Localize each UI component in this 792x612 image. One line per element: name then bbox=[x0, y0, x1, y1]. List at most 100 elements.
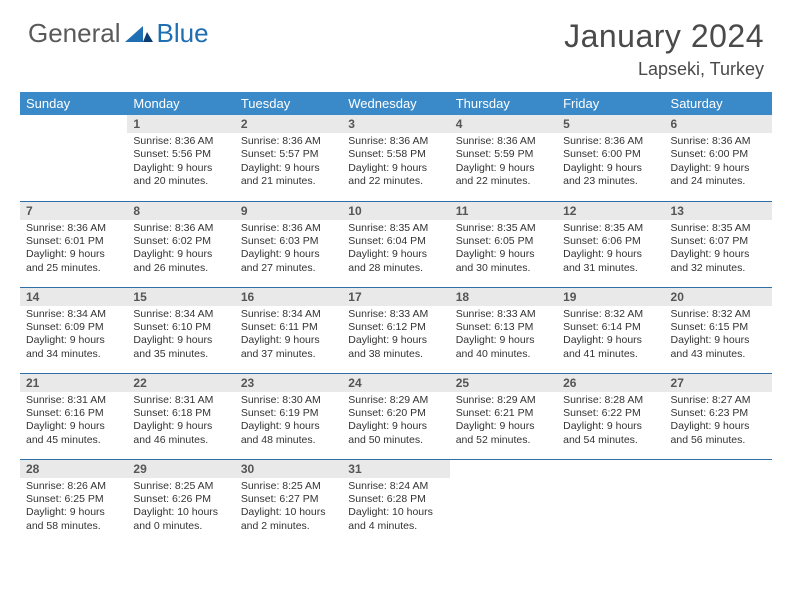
calendar-day-cell: 6Sunrise: 8:36 AMSunset: 6:00 PMDaylight… bbox=[665, 115, 772, 201]
day-detail-line: Daylight: 9 hours bbox=[241, 334, 336, 347]
day-detail-line: and 20 minutes. bbox=[133, 175, 228, 188]
brand-word-1: General bbox=[28, 18, 121, 49]
day-number: 24 bbox=[342, 374, 449, 392]
day-detail-line: and 26 minutes. bbox=[133, 262, 228, 275]
calendar-day-cell: 12Sunrise: 8:35 AMSunset: 6:06 PMDayligh… bbox=[557, 201, 664, 287]
day-details: Sunrise: 8:32 AMSunset: 6:14 PMDaylight:… bbox=[557, 306, 664, 366]
month-title: January 2024 bbox=[564, 18, 764, 55]
calendar-day-cell: 5Sunrise: 8:36 AMSunset: 6:00 PMDaylight… bbox=[557, 115, 664, 201]
weekday-header-row: Sunday Monday Tuesday Wednesday Thursday… bbox=[20, 92, 772, 115]
day-details: Sunrise: 8:36 AMSunset: 6:01 PMDaylight:… bbox=[20, 220, 127, 280]
day-detail-line: and 0 minutes. bbox=[133, 520, 228, 533]
day-detail-line: Sunset: 6:11 PM bbox=[241, 321, 336, 334]
day-number: 6 bbox=[665, 115, 772, 133]
day-detail-line: Sunset: 6:12 PM bbox=[348, 321, 443, 334]
day-detail-line: Sunrise: 8:33 AM bbox=[456, 308, 551, 321]
calendar-week-row: 21Sunrise: 8:31 AMSunset: 6:16 PMDayligh… bbox=[20, 373, 772, 459]
day-detail-line: Sunset: 6:20 PM bbox=[348, 407, 443, 420]
day-detail-line: Sunset: 6:03 PM bbox=[241, 235, 336, 248]
calendar-day-cell bbox=[450, 459, 557, 545]
day-detail-line: Daylight: 9 hours bbox=[671, 334, 766, 347]
weekday-header: Saturday bbox=[665, 92, 772, 115]
day-number: 22 bbox=[127, 374, 234, 392]
day-number: 2 bbox=[235, 115, 342, 133]
day-number: 10 bbox=[342, 202, 449, 220]
calendar-week-row: 28Sunrise: 8:26 AMSunset: 6:25 PMDayligh… bbox=[20, 459, 772, 545]
day-detail-line: Sunset: 6:25 PM bbox=[26, 493, 121, 506]
day-detail-line: Daylight: 9 hours bbox=[348, 334, 443, 347]
day-detail-line: Daylight: 10 hours bbox=[241, 506, 336, 519]
day-detail-line: and 25 minutes. bbox=[26, 262, 121, 275]
day-details: Sunrise: 8:31 AMSunset: 6:18 PMDaylight:… bbox=[127, 392, 234, 452]
brand-mark-icon bbox=[125, 20, 153, 47]
day-detail-line: Sunrise: 8:32 AM bbox=[671, 308, 766, 321]
day-detail-line: and 56 minutes. bbox=[671, 434, 766, 447]
day-detail-line: Sunset: 6:27 PM bbox=[241, 493, 336, 506]
weekday-header: Sunday bbox=[20, 92, 127, 115]
day-details: Sunrise: 8:33 AMSunset: 6:12 PMDaylight:… bbox=[342, 306, 449, 366]
day-detail-line: and 23 minutes. bbox=[563, 175, 658, 188]
calendar-week-row: 14Sunrise: 8:34 AMSunset: 6:09 PMDayligh… bbox=[20, 287, 772, 373]
day-detail-line: and 27 minutes. bbox=[241, 262, 336, 275]
day-detail-line: and 32 minutes. bbox=[671, 262, 766, 275]
day-detail-line: Sunset: 6:06 PM bbox=[563, 235, 658, 248]
day-details: Sunrise: 8:35 AMSunset: 6:04 PMDaylight:… bbox=[342, 220, 449, 280]
day-detail-line: Daylight: 9 hours bbox=[456, 334, 551, 347]
day-detail-line: Sunset: 5:58 PM bbox=[348, 148, 443, 161]
day-details: Sunrise: 8:33 AMSunset: 6:13 PMDaylight:… bbox=[450, 306, 557, 366]
day-detail-line: and 21 minutes. bbox=[241, 175, 336, 188]
day-detail-line: Daylight: 9 hours bbox=[241, 162, 336, 175]
day-detail-line: Sunrise: 8:36 AM bbox=[456, 135, 551, 148]
day-detail-line: and 54 minutes. bbox=[563, 434, 658, 447]
day-detail-line: Sunset: 6:05 PM bbox=[456, 235, 551, 248]
calendar-day-cell: 30Sunrise: 8:25 AMSunset: 6:27 PMDayligh… bbox=[235, 459, 342, 545]
day-detail-line: Daylight: 9 hours bbox=[133, 162, 228, 175]
calendar-day-cell: 9Sunrise: 8:36 AMSunset: 6:03 PMDaylight… bbox=[235, 201, 342, 287]
day-details: Sunrise: 8:28 AMSunset: 6:22 PMDaylight:… bbox=[557, 392, 664, 452]
day-detail-line: Sunrise: 8:35 AM bbox=[563, 222, 658, 235]
day-details: Sunrise: 8:26 AMSunset: 6:25 PMDaylight:… bbox=[20, 478, 127, 538]
day-detail-line: and 30 minutes. bbox=[456, 262, 551, 275]
calendar-day-cell: 14Sunrise: 8:34 AMSunset: 6:09 PMDayligh… bbox=[20, 287, 127, 373]
day-detail-line: and 41 minutes. bbox=[563, 348, 658, 361]
day-number: 14 bbox=[20, 288, 127, 306]
day-detail-line: Sunset: 6:10 PM bbox=[133, 321, 228, 334]
day-detail-line: Sunset: 6:14 PM bbox=[563, 321, 658, 334]
day-detail-line: Sunset: 6:26 PM bbox=[133, 493, 228, 506]
calendar-day-cell: 15Sunrise: 8:34 AMSunset: 6:10 PMDayligh… bbox=[127, 287, 234, 373]
day-details: Sunrise: 8:36 AMSunset: 5:57 PMDaylight:… bbox=[235, 133, 342, 193]
day-detail-line: and 46 minutes. bbox=[133, 434, 228, 447]
title-block: January 2024 Lapseki, Turkey bbox=[564, 18, 764, 80]
day-detail-line: Sunrise: 8:25 AM bbox=[241, 480, 336, 493]
day-detail-line: Sunset: 6:22 PM bbox=[563, 407, 658, 420]
day-detail-line: Sunrise: 8:36 AM bbox=[26, 222, 121, 235]
weekday-header: Friday bbox=[557, 92, 664, 115]
day-detail-line: Daylight: 9 hours bbox=[26, 420, 121, 433]
calendar-day-cell: 20Sunrise: 8:32 AMSunset: 6:15 PMDayligh… bbox=[665, 287, 772, 373]
calendar-day-cell: 18Sunrise: 8:33 AMSunset: 6:13 PMDayligh… bbox=[450, 287, 557, 373]
calendar-day-cell: 3Sunrise: 8:36 AMSunset: 5:58 PMDaylight… bbox=[342, 115, 449, 201]
day-number: 17 bbox=[342, 288, 449, 306]
day-detail-line: and 22 minutes. bbox=[456, 175, 551, 188]
day-detail-line: and 40 minutes. bbox=[456, 348, 551, 361]
day-detail-line: Sunset: 6:19 PM bbox=[241, 407, 336, 420]
day-detail-line: Daylight: 9 hours bbox=[26, 334, 121, 347]
day-detail-line: and 31 minutes. bbox=[563, 262, 658, 275]
day-detail-line: and 52 minutes. bbox=[456, 434, 551, 447]
day-detail-line: Sunrise: 8:28 AM bbox=[563, 394, 658, 407]
weekday-header: Thursday bbox=[450, 92, 557, 115]
day-detail-line: Sunrise: 8:29 AM bbox=[348, 394, 443, 407]
day-details: Sunrise: 8:24 AMSunset: 6:28 PMDaylight:… bbox=[342, 478, 449, 538]
day-detail-line: Sunrise: 8:26 AM bbox=[26, 480, 121, 493]
day-detail-line: and 35 minutes. bbox=[133, 348, 228, 361]
day-detail-line: and 2 minutes. bbox=[241, 520, 336, 533]
day-details: Sunrise: 8:35 AMSunset: 6:06 PMDaylight:… bbox=[557, 220, 664, 280]
calendar-day-cell: 26Sunrise: 8:28 AMSunset: 6:22 PMDayligh… bbox=[557, 373, 664, 459]
day-detail-line: Sunset: 6:13 PM bbox=[456, 321, 551, 334]
day-details: Sunrise: 8:34 AMSunset: 6:11 PMDaylight:… bbox=[235, 306, 342, 366]
day-detail-line: and 28 minutes. bbox=[348, 262, 443, 275]
day-detail-line: Sunrise: 8:25 AM bbox=[133, 480, 228, 493]
brand-logo: General Blue bbox=[28, 18, 209, 49]
day-detail-line: Sunrise: 8:33 AM bbox=[348, 308, 443, 321]
day-detail-line: Sunrise: 8:34 AM bbox=[26, 308, 121, 321]
